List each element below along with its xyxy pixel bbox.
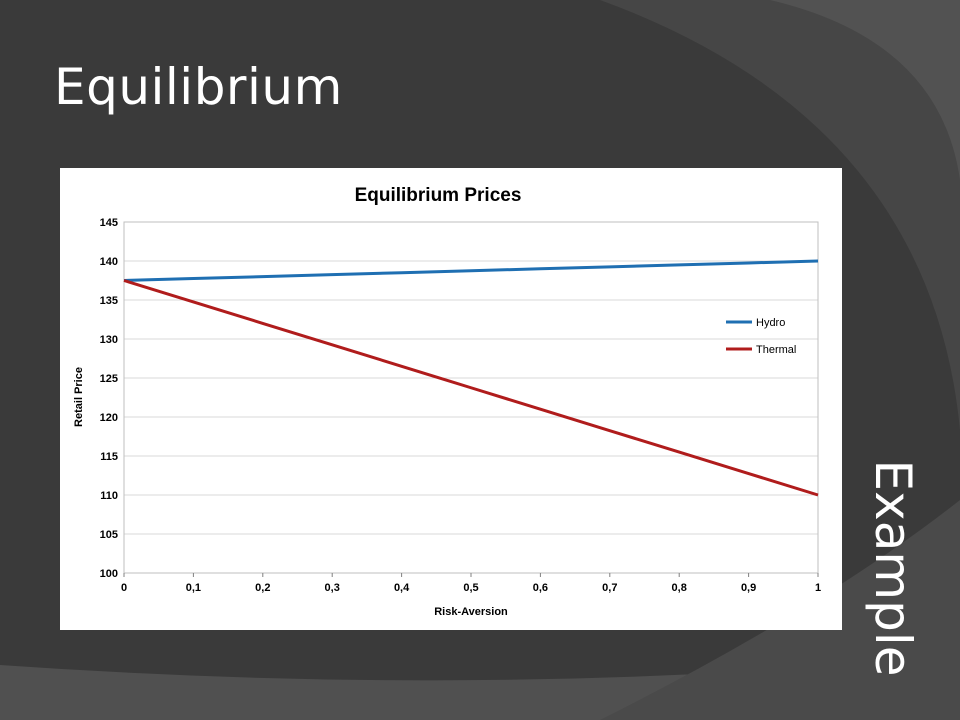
x-axis-ticks: 0 0,1 0,2 0,3 0,4 0,5 0,6 0,7 0,8 0,9 1: [121, 573, 821, 594]
x-tick-label: 0,1: [186, 582, 201, 594]
gridlines: [124, 221, 818, 574]
legend-label-hydro: Hydro: [756, 317, 785, 329]
side-label: Example: [864, 459, 922, 677]
y-tick-label: 110: [100, 490, 118, 502]
x-axis-label: Risk-Aversion: [434, 606, 508, 618]
x-tick-label: 0,2: [255, 582, 270, 594]
x-tick-label: 0,8: [672, 582, 687, 594]
y-tick-label: 145: [100, 217, 118, 229]
x-tick-label: 0,7: [602, 582, 617, 594]
line-chart: Equilibrium Prices 100 105 110 115 120 125 130…: [73, 185, 821, 618]
plot-border: [123, 221, 819, 574]
x-tick-label: 0,6: [533, 582, 548, 594]
legend: Hydro Thermal: [726, 317, 796, 356]
y-tick-label: 130: [100, 334, 118, 346]
series-line-thermal: [123, 279, 819, 497]
x-tick-label: 0,3: [325, 582, 340, 594]
x-tick-label: 1: [815, 582, 821, 594]
series-lines: [123, 259, 819, 497]
chart-area: Equilibrium Prices 100 105 110 115 120 125 130…: [60, 168, 842, 630]
y-tick-label: 120: [100, 412, 118, 424]
y-tick-label: 125: [100, 373, 118, 385]
y-tick-label: 140: [100, 256, 118, 268]
x-tick-label: 0,4: [394, 582, 410, 594]
chart-title: Equilibrium Prices: [355, 185, 522, 206]
y-tick-label: 105: [100, 529, 118, 541]
x-tick-label: 0: [121, 582, 127, 594]
legend-label-thermal: Thermal: [756, 344, 796, 356]
y-axis-label: Retail Price: [73, 367, 85, 427]
y-tick-label: 135: [100, 295, 118, 307]
x-tick-label: 0,9: [741, 582, 756, 594]
y-tick-label: 115: [100, 451, 118, 463]
slide-title: Equilibrium: [54, 58, 343, 116]
series-line-hydro: [123, 259, 819, 282]
y-axis-ticks: 100 105 110 115 120 125 130 135 140 145: [100, 217, 118, 580]
x-tick-label: 0,5: [463, 582, 478, 594]
y-tick-label: 100: [100, 568, 118, 580]
